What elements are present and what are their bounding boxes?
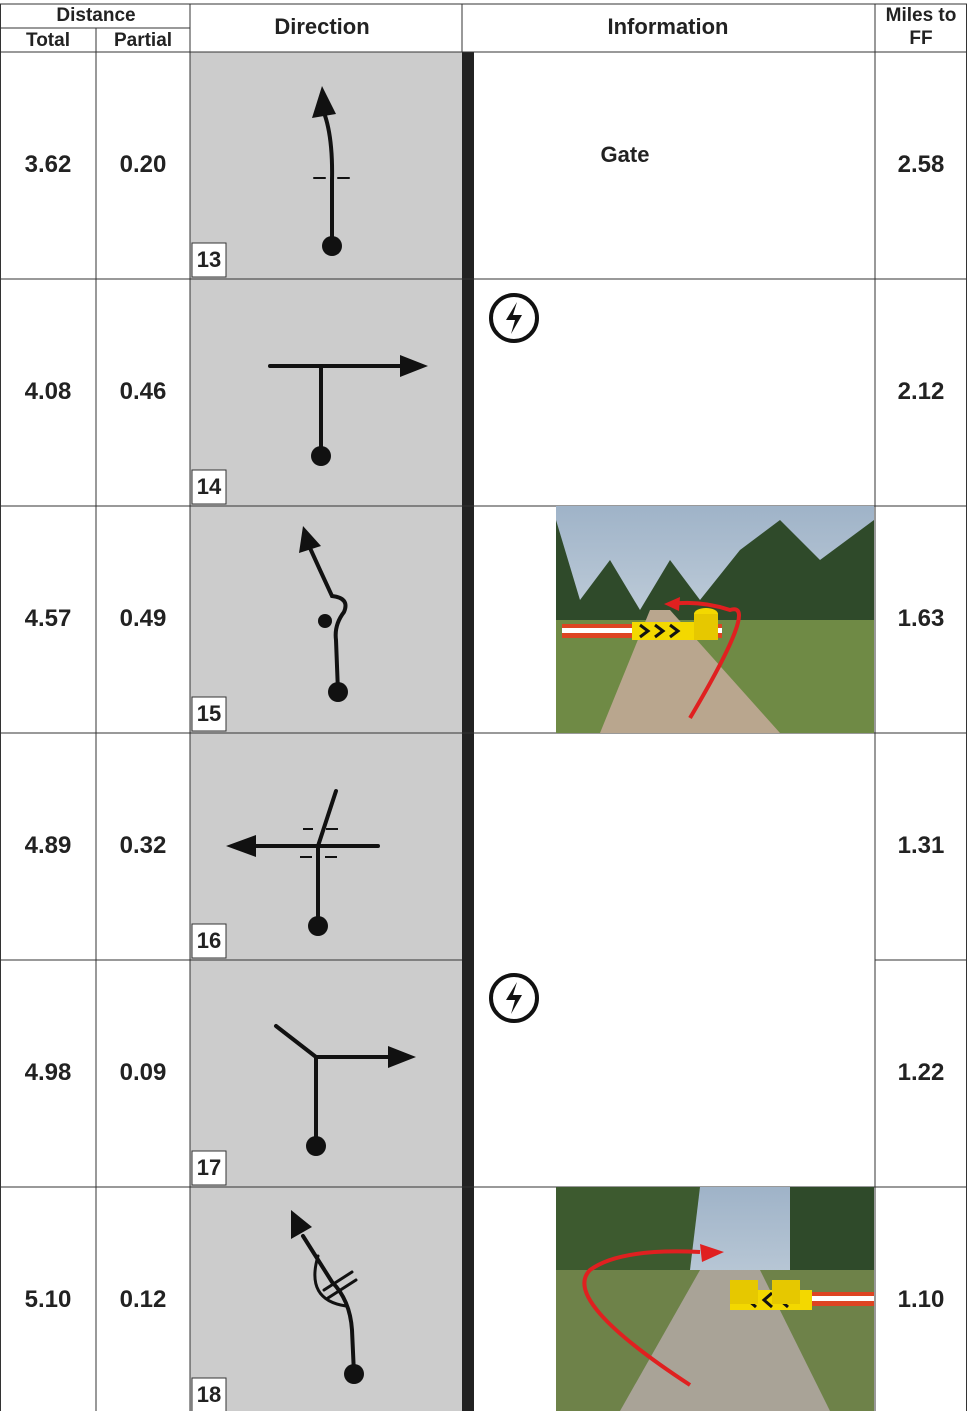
partial-distance: 0.12 bbox=[120, 1286, 167, 1313]
direction-background bbox=[190, 52, 462, 1411]
total-distance: 5.10 bbox=[25, 1286, 72, 1313]
total-distance: 3.62 bbox=[25, 151, 72, 178]
tulip-18 bbox=[291, 1210, 364, 1384]
box-number-frame bbox=[191, 469, 227, 505]
box-number: 14 bbox=[197, 474, 222, 499]
total-distance: 4.57 bbox=[25, 605, 72, 632]
caution-icon bbox=[489, 973, 539, 1023]
box-number: 18 bbox=[197, 1382, 221, 1407]
partial-distance: 0.09 bbox=[120, 1059, 167, 1086]
header-miles: Miles to bbox=[886, 5, 957, 26]
information-text: Gate bbox=[601, 142, 650, 167]
box-number-frame bbox=[191, 923, 227, 959]
box-number: 15 bbox=[197, 701, 221, 726]
miles-to-ff: 2.58 bbox=[898, 151, 945, 178]
box-number: 17 bbox=[197, 1155, 221, 1180]
miles-to-ff: 1.10 bbox=[898, 1286, 945, 1313]
box-number-frame bbox=[191, 242, 227, 278]
header-direction: Direction bbox=[274, 14, 369, 39]
partial-distance: 0.49 bbox=[120, 605, 167, 632]
header-information: Information bbox=[608, 14, 729, 39]
box-number: 13 bbox=[197, 247, 221, 272]
miles-to-ff: 1.63 bbox=[898, 605, 945, 632]
tulip-14 bbox=[268, 355, 428, 466]
gate-photo bbox=[556, 1187, 874, 1411]
partial-distance: 0.46 bbox=[120, 378, 167, 405]
tulip-13 bbox=[312, 86, 350, 256]
tulip-15 bbox=[299, 526, 348, 702]
tulip-16 bbox=[226, 789, 380, 936]
miles-to-ff: 2.12 bbox=[898, 378, 945, 405]
tulip-17 bbox=[274, 1024, 416, 1156]
box-number-frame bbox=[191, 1377, 227, 1411]
box-number-frame bbox=[191, 696, 227, 732]
total-distance: 4.89 bbox=[25, 832, 72, 859]
divider-bar bbox=[462, 52, 474, 1411]
box-number: 16 bbox=[197, 928, 221, 953]
total-distance: 4.98 bbox=[25, 1059, 72, 1086]
header-miles: FF bbox=[909, 28, 932, 49]
box-number-frame bbox=[191, 1150, 227, 1186]
gate-photo bbox=[556, 506, 874, 733]
partial-distance: 0.32 bbox=[120, 832, 167, 859]
header-distance: Distance bbox=[56, 5, 135, 26]
partial-distance: 0.20 bbox=[120, 151, 167, 178]
header-partial: Partial bbox=[114, 30, 172, 51]
header-total: Total bbox=[26, 30, 70, 51]
caution-icon bbox=[489, 293, 539, 343]
miles-to-ff: 1.22 bbox=[898, 1059, 945, 1086]
miles-to-ff: 1.31 bbox=[898, 832, 945, 859]
total-distance: 4.08 bbox=[25, 378, 72, 405]
